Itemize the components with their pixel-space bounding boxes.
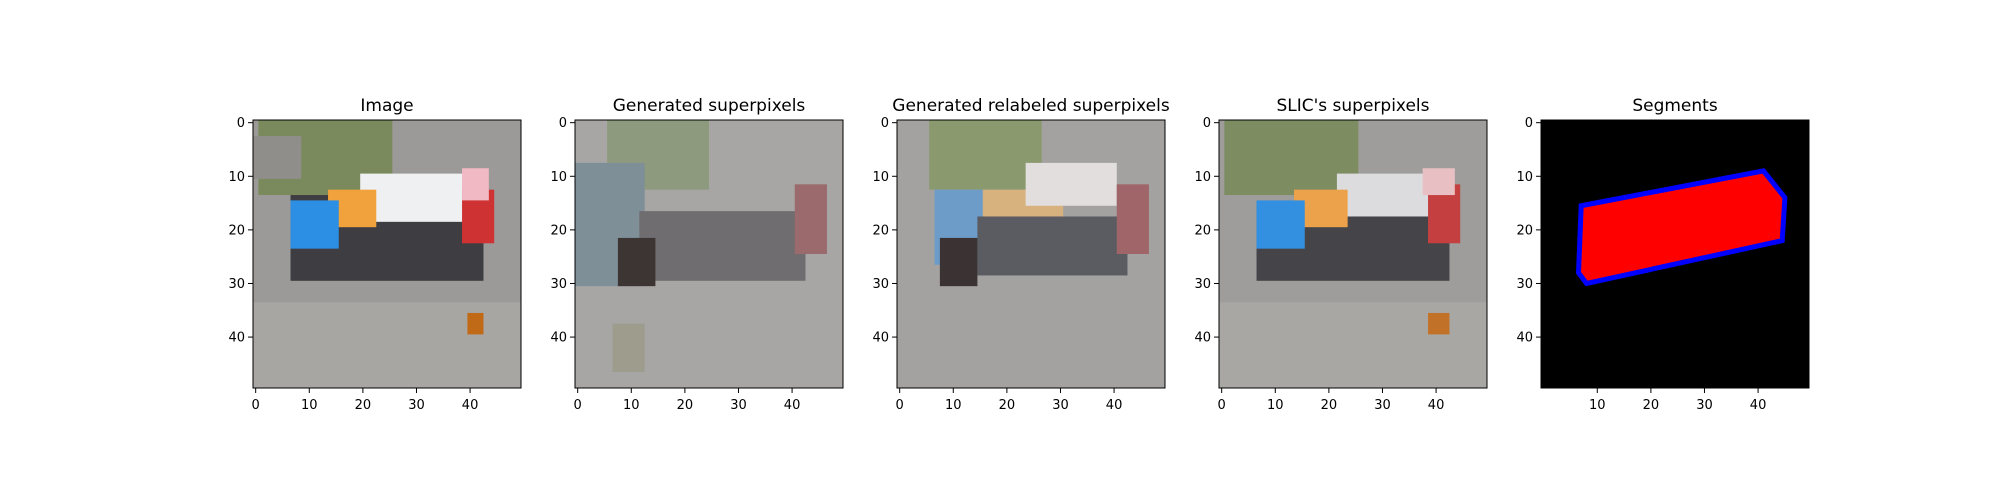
region-truck-pink-top bbox=[1422, 168, 1455, 196]
region-cone bbox=[1428, 312, 1450, 335]
panel-title: Generated relabeled superpixels bbox=[892, 96, 1170, 116]
y-tick-label: 40 bbox=[550, 331, 567, 346]
region-lower-blob bbox=[612, 323, 645, 372]
x-tick-label: 0 bbox=[896, 398, 904, 413]
panel-image-slic-superpixels bbox=[1219, 120, 1487, 388]
y-tick-label: 10 bbox=[1516, 170, 1533, 185]
panel-segments: Segments 10 20 30 40 0 10 20 30 40 bbox=[1516, 96, 1810, 413]
x-tick-label: 20 bbox=[355, 398, 372, 413]
panel-title: Image bbox=[360, 96, 413, 116]
y-tick-label: 30 bbox=[1194, 277, 1211, 292]
region-truck-white-roof bbox=[360, 173, 468, 222]
x-tick-label: 20 bbox=[1643, 398, 1660, 413]
x-tick-label: 10 bbox=[1589, 398, 1606, 413]
y-tick-label: 0 bbox=[237, 116, 245, 131]
region-truck-blue-front bbox=[290, 200, 339, 249]
x-tick-label: 40 bbox=[1750, 398, 1767, 413]
y-tick-label: 0 bbox=[1203, 116, 1211, 131]
panel-slic-superpixels: SLIC's superpixels 0 10 20 30 40 0 10 20 30 40 bbox=[1194, 96, 1488, 413]
region-white-top bbox=[1025, 162, 1117, 206]
x-tick-label: 20 bbox=[999, 398, 1016, 413]
region-truck-blue-front bbox=[1256, 200, 1305, 249]
x-tick-label: 20 bbox=[1321, 398, 1338, 413]
axes-frame bbox=[252, 119, 522, 389]
region-dark-center bbox=[939, 237, 978, 287]
x-tick-label: 40 bbox=[784, 398, 801, 413]
region-cone bbox=[467, 312, 484, 335]
region-body bbox=[977, 216, 1128, 276]
panel-image: Image 0 10 20 30 40 0 10 20 30 40 bbox=[228, 96, 522, 413]
region-grass bbox=[929, 120, 1042, 190]
y-tick-label: 30 bbox=[872, 277, 889, 292]
x-tick-label: 40 bbox=[1428, 398, 1445, 413]
y-tick-label: 20 bbox=[228, 223, 245, 238]
x-tick-label: 0 bbox=[252, 398, 260, 413]
region-road-shadow bbox=[253, 136, 302, 179]
y-tick-label: 0 bbox=[559, 116, 567, 131]
region-red-back bbox=[794, 184, 827, 254]
panel-title: Segments bbox=[1632, 96, 1718, 116]
axes-frame bbox=[896, 119, 1166, 389]
y-tick-label: 20 bbox=[550, 223, 567, 238]
panel-generated-superpixels: Generated superpixels 0 10 20 30 40 0 10 20 30 40 bbox=[550, 96, 844, 413]
x-tick-label: 40 bbox=[1106, 398, 1123, 413]
y-tick-label: 10 bbox=[1194, 170, 1211, 185]
panel-title: SLIC's superpixels bbox=[1276, 96, 1429, 116]
x-tick-label: 0 bbox=[574, 398, 582, 413]
y-tick-label: 40 bbox=[228, 331, 245, 346]
region-red-back bbox=[1116, 184, 1149, 254]
x-tick-label: 30 bbox=[1374, 398, 1391, 413]
y-tick-label: 30 bbox=[550, 277, 567, 292]
y-tick-label: 30 bbox=[228, 277, 245, 292]
y-tick-label: 20 bbox=[872, 223, 889, 238]
panel-image-generated-superpixels bbox=[575, 120, 843, 388]
x-tick-label: 0 bbox=[1218, 398, 1226, 413]
x-tick-label: 10 bbox=[945, 398, 962, 413]
panel-title: Generated superpixels bbox=[613, 96, 806, 116]
region-dark-center bbox=[617, 237, 656, 287]
x-tick-label: 10 bbox=[623, 398, 640, 413]
y-tick-label: 10 bbox=[228, 170, 245, 185]
y-tick-label: 40 bbox=[872, 331, 889, 346]
region-truck-white-roof bbox=[1336, 173, 1439, 217]
axes-frame bbox=[574, 119, 844, 389]
x-tick-label: 30 bbox=[1052, 398, 1069, 413]
x-tick-label: 10 bbox=[1267, 398, 1284, 413]
axes-frame bbox=[1540, 119, 1810, 389]
y-tick-label: 40 bbox=[1516, 331, 1533, 346]
x-tick-label: 30 bbox=[408, 398, 425, 413]
x-tick-label: 10 bbox=[301, 398, 318, 413]
x-tick-label: 30 bbox=[730, 398, 747, 413]
segment-mask bbox=[1575, 168, 1788, 287]
panel-image-generated-relabeled-superpixels bbox=[897, 120, 1165, 388]
y-tick-label: 10 bbox=[872, 170, 889, 185]
y-tick-label: 40 bbox=[1194, 331, 1211, 346]
y-tick-label: 30 bbox=[1516, 277, 1533, 292]
y-tick-label: 20 bbox=[1516, 223, 1533, 238]
y-tick-label: 20 bbox=[1194, 223, 1211, 238]
region-body bbox=[639, 211, 806, 281]
x-tick-label: 30 bbox=[1696, 398, 1713, 413]
panel-image-segments bbox=[1541, 120, 1809, 388]
region-truck-pink-top bbox=[462, 168, 489, 201]
y-tick-label: 0 bbox=[881, 116, 889, 131]
x-tick-label: 20 bbox=[677, 398, 694, 413]
panel-image-image bbox=[253, 120, 521, 388]
x-tick-label: 40 bbox=[462, 398, 479, 413]
y-tick-label: 10 bbox=[550, 170, 567, 185]
y-tick-label: 0 bbox=[1525, 116, 1533, 131]
axes-frame bbox=[1218, 119, 1488, 389]
region-grass bbox=[1224, 120, 1359, 196]
